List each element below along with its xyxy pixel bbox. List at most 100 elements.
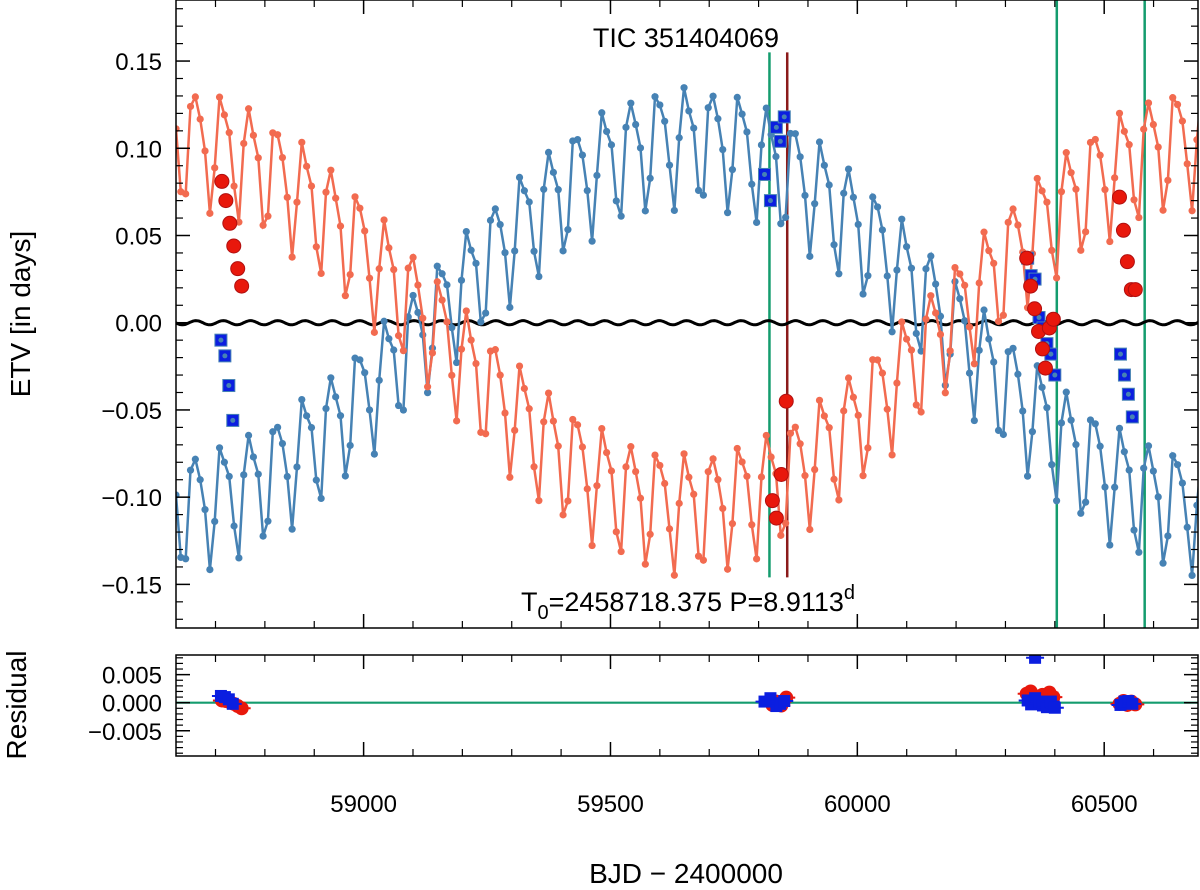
secondary-model-point (675, 499, 683, 507)
secondary-model-point (554, 442, 562, 450)
primary-model-point (772, 152, 780, 161)
observed-points-group (214, 110, 1143, 526)
primary-model-point (917, 347, 925, 355)
primary-observed-center (222, 353, 228, 359)
primary-model-point (927, 252, 935, 260)
secondary-model-point (820, 412, 828, 420)
primary-model-point (482, 309, 490, 317)
secondary-model-point (1101, 186, 1109, 194)
secondary-model-point (1120, 127, 1128, 135)
primary-model-point (607, 141, 616, 149)
secondary-model-point (990, 259, 998, 267)
secondary-model-point (588, 541, 596, 550)
secondary-model-point (1154, 143, 1162, 151)
secondary-model-point (346, 270, 354, 279)
primary-model-point (859, 290, 867, 298)
primary-model-point (1188, 571, 1196, 580)
secondary-model-point (985, 247, 993, 255)
primary-model-point (1023, 472, 1032, 480)
secondary-model-point (443, 318, 451, 326)
secondary-model-point (975, 279, 983, 287)
secondary-model-point (293, 198, 301, 206)
primary-model-point (501, 249, 509, 257)
secondary-observed-point (226, 238, 242, 254)
primary-model-point (341, 472, 349, 480)
secondary-model-point (1057, 188, 1066, 196)
primary-model-point (849, 193, 857, 201)
chart-title: TIC 351404069 (593, 23, 779, 53)
primary-model-point (564, 226, 572, 234)
primary-model-point (356, 356, 364, 364)
secondary-model-point (815, 396, 824, 404)
primary-model-point (515, 173, 524, 182)
primary-model-point (641, 207, 649, 215)
secondary-model-point (1125, 141, 1133, 149)
annotation-subscript: 0 (537, 602, 548, 624)
primary-model-point (1140, 464, 1148, 472)
secondary-model-point (1178, 117, 1186, 125)
secondary-model-point (1009, 205, 1017, 213)
secondary-model-point (694, 552, 703, 560)
primary-model-point (332, 393, 340, 401)
primary-model-point (457, 276, 466, 284)
primary-model-point (390, 346, 398, 354)
secondary-model-point (878, 369, 887, 377)
primary-model-point (433, 262, 441, 270)
primary-model-point (225, 472, 233, 481)
primary-model-point (893, 266, 901, 274)
secondary-model-point (196, 115, 204, 123)
secondary-model-point (573, 421, 582, 429)
primary-model-point (985, 335, 993, 343)
primary-model-point (549, 168, 557, 176)
secondary-model-point (1038, 187, 1046, 195)
primary-model-point (883, 272, 891, 280)
primary-model-point (675, 134, 683, 142)
primary-model-point (274, 423, 282, 431)
secondary-model-point (244, 105, 253, 113)
secondary-model-point (757, 473, 766, 481)
primary-model-point (878, 226, 887, 234)
secondary-model-point (453, 417, 461, 425)
secondary-model-point (336, 222, 345, 230)
secondary-model-point (912, 401, 920, 409)
secondary-model-point (656, 461, 664, 470)
primary-model-point (603, 127, 611, 136)
secondary-model-point (593, 482, 601, 490)
x-tick-label: 60500 (1071, 791, 1138, 818)
primary-model-point (394, 401, 403, 410)
primary-model-point (1009, 344, 1017, 352)
secondary-model-point (946, 347, 954, 355)
secondary-model-point (917, 408, 925, 416)
secondary-model-point (322, 188, 330, 196)
x-tick-label: 60000 (824, 791, 891, 818)
primary-model-point (864, 272, 872, 280)
secondary-model-point (733, 444, 741, 453)
secondary-model-point (501, 409, 509, 417)
secondary-model-point (264, 212, 272, 220)
primary-model-point (293, 463, 301, 471)
secondary-model-point (999, 311, 1007, 319)
secondary-observed-point (1111, 189, 1127, 205)
main-y-tick-label: −0.10 (101, 485, 162, 512)
secondary-model-point (1052, 274, 1061, 282)
primary-model-point (1135, 548, 1143, 556)
secondary-model-point (796, 440, 804, 448)
primary-observed-center (773, 124, 779, 130)
primary-model-point (409, 291, 417, 300)
secondary-model-point (361, 227, 369, 235)
secondary-model-point (1169, 94, 1177, 102)
secondary-model-point (1033, 174, 1041, 183)
secondary-model-point (719, 504, 727, 513)
primary-model-point (1091, 420, 1099, 428)
primary-model-point (970, 416, 978, 425)
primary-model-point (559, 247, 567, 255)
secondary-model-point (259, 221, 267, 229)
primary-model-point (211, 517, 219, 526)
primary-model-point (486, 216, 495, 224)
secondary-model-point (617, 547, 625, 556)
secondary-model-point (491, 346, 499, 354)
secondary-model-point (864, 444, 872, 452)
secondary-model-point (951, 263, 959, 272)
secondary-model-point (704, 468, 712, 476)
